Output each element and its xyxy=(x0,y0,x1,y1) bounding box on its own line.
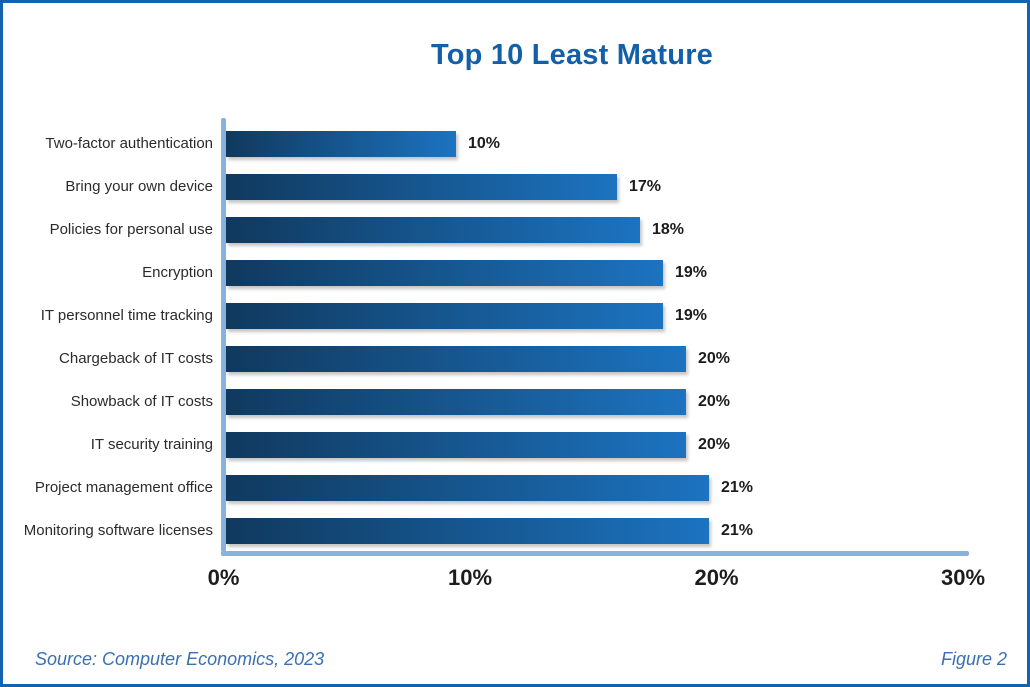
x-axis-ticks: 0% 10% 20% 30% xyxy=(3,565,1027,597)
figure-label: Figure 2 xyxy=(940,649,1007,669)
bar-row: Policies for personal use 18% xyxy=(3,208,1027,251)
chart-footer: Source: Computer Economics, 2023 Figure … xyxy=(35,649,1007,670)
bar xyxy=(226,517,709,544)
category-label: Bring your own device xyxy=(65,178,213,195)
x-tick-label: 20% xyxy=(694,565,739,590)
bar xyxy=(226,388,686,415)
value-label: 20% xyxy=(698,349,731,367)
bar xyxy=(226,302,663,329)
source-note: Source: Computer Economics, 2023 xyxy=(35,649,325,669)
value-label: 18% xyxy=(652,220,685,238)
category-label: Policies for personal use xyxy=(49,221,213,238)
bar xyxy=(226,259,663,286)
category-label: Monitoring software licenses xyxy=(23,522,213,539)
category-label: IT security training xyxy=(90,436,213,453)
bar xyxy=(226,345,686,372)
category-label: Showback of IT costs xyxy=(70,393,213,410)
value-label: 10% xyxy=(468,134,501,152)
category-label: Chargeback of IT costs xyxy=(59,350,213,367)
bar xyxy=(226,216,640,243)
bar-row: Monitoring software licenses 21% xyxy=(3,509,1027,552)
category-label: Two-factor authentication xyxy=(45,135,213,152)
value-label: 20% xyxy=(698,392,731,410)
bar xyxy=(226,173,617,200)
value-label: 19% xyxy=(675,306,708,324)
category-label: Project management office xyxy=(34,479,213,496)
value-label: 19% xyxy=(675,263,708,281)
bar-rows: Two-factor authentication 10% Bring your… xyxy=(3,122,1027,552)
bar-row: IT personnel time tracking 19% xyxy=(3,294,1027,337)
value-label: 17% xyxy=(629,177,662,195)
bar-row: IT security training 20% xyxy=(3,423,1027,466)
bar-row: Showback of IT costs 20% xyxy=(3,380,1027,423)
category-label: IT personnel time tracking xyxy=(40,307,213,324)
bar xyxy=(226,431,686,458)
value-label: 21% xyxy=(721,521,754,539)
bar xyxy=(226,130,456,157)
value-label: 21% xyxy=(721,478,754,496)
x-tick-label: 30% xyxy=(940,565,986,590)
category-label: Encryption xyxy=(142,264,213,281)
value-label: 20% xyxy=(698,435,731,453)
bar-row: Encryption 19% xyxy=(3,251,1027,294)
bar-row: Bring your own device 17% xyxy=(3,165,1027,208)
bar-row: Two-factor authentication 10% xyxy=(3,122,1027,165)
bar xyxy=(226,474,709,501)
x-axis-line xyxy=(221,551,969,556)
bar-row: Chargeback of IT costs 20% xyxy=(3,337,1027,380)
x-tick-label: 10% xyxy=(447,565,493,590)
y-axis-line xyxy=(221,118,226,552)
x-tick-label: 0% xyxy=(207,565,240,590)
bar-row: Project management office 21% xyxy=(3,466,1027,509)
chart-title: Top 10 Least Mature xyxy=(430,39,714,71)
